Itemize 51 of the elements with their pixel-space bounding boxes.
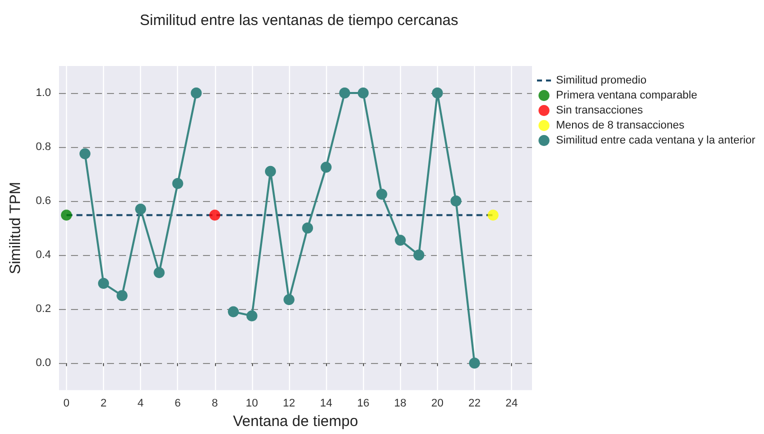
x-tick-label: 14 <box>320 398 332 410</box>
chart-title: Similitud entre las ventanas de tiempo cercanas <box>140 12 458 29</box>
legend-label: Primera ventana comparable <box>556 90 698 102</box>
point <box>376 188 388 200</box>
point <box>284 294 295 306</box>
y-axis-title: Similitud TPM <box>7 182 24 274</box>
point <box>469 358 480 369</box>
y-tick-label: 0.8 <box>36 141 51 154</box>
point <box>135 204 146 215</box>
point <box>246 310 258 322</box>
legend-label: Sin transacciones <box>556 104 644 116</box>
point <box>60 210 72 221</box>
point <box>98 278 110 289</box>
x-tick-label: 18 <box>394 398 406 410</box>
point <box>432 88 443 99</box>
x-tick-label: 0 <box>63 398 70 410</box>
x-tick-label: 20 <box>431 398 444 410</box>
point <box>190 88 202 99</box>
point <box>320 162 332 173</box>
point <box>264 166 276 177</box>
x-axis-title: Ventana de tiempo <box>232 413 358 430</box>
point <box>116 290 128 302</box>
x-tick-label: 8 <box>212 398 218 410</box>
x-tick-label: 24 <box>505 398 518 410</box>
x-tick-label: 6 <box>174 398 181 410</box>
x-tick-label: 4 <box>138 398 144 410</box>
y-tick-label: 0.2 <box>36 303 51 316</box>
x-tick-label: 12 <box>282 398 296 410</box>
point <box>450 196 462 207</box>
point <box>228 306 239 318</box>
y-tick-label: 1.0 <box>36 87 51 100</box>
x-tick-label: 16 <box>357 398 370 410</box>
point <box>154 267 165 278</box>
legend-label: Similitud promedio <box>556 74 646 86</box>
point <box>413 250 424 261</box>
point <box>339 88 350 99</box>
point <box>358 88 369 99</box>
y-tick-label: 0.0 <box>36 357 51 370</box>
x-tick-label: 2 <box>100 398 107 410</box>
x-tick-label: 22 <box>468 398 481 410</box>
point <box>488 210 499 221</box>
point <box>209 210 220 221</box>
legend-label: Similitud entre cada ventana y la anterior <box>556 134 756 146</box>
point <box>394 234 406 246</box>
point <box>79 148 90 160</box>
x-tick-label: 10 <box>246 398 258 410</box>
y-tick-label: 0.4 <box>36 249 51 262</box>
point <box>302 222 314 234</box>
legend-label: Menos de 8 transacciones <box>556 120 685 132</box>
point <box>172 178 184 189</box>
y-tick-label: 0.6 <box>36 195 51 208</box>
